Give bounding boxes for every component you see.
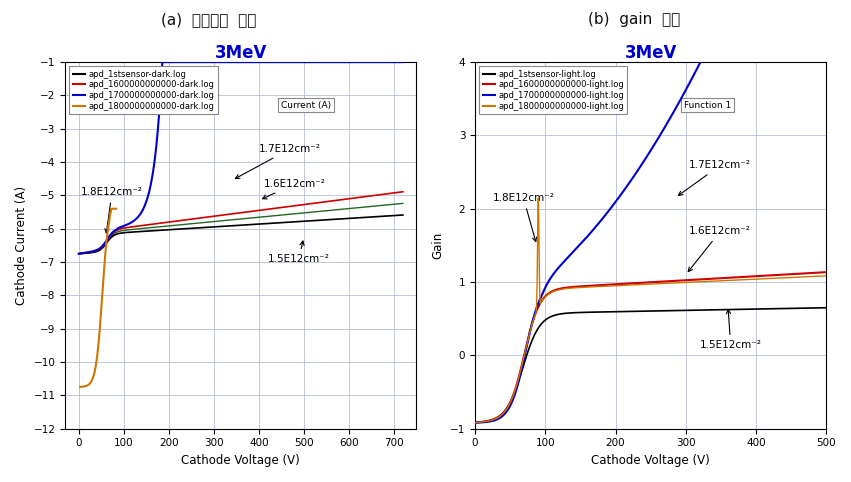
Text: Current (A): Current (A) (281, 101, 331, 109)
Text: (a)  항복전압  특성: (a) 항복전압 특성 (161, 12, 256, 27)
Title: 3MeV: 3MeV (214, 44, 267, 62)
X-axis label: Cathode Voltage (V): Cathode Voltage (V) (181, 454, 300, 467)
Text: 1.7E12cm⁻²: 1.7E12cm⁻² (678, 161, 751, 195)
Text: (b)  gain  특성: (b) gain 특성 (588, 12, 680, 27)
Text: 1.5E12cm⁻²: 1.5E12cm⁻² (268, 241, 329, 264)
X-axis label: Cathode Voltage (V): Cathode Voltage (V) (591, 454, 710, 467)
Text: 1.6E12cm⁻²: 1.6E12cm⁻² (262, 179, 325, 199)
Title: 3MeV: 3MeV (625, 44, 677, 62)
Text: 1.7E12cm⁻²: 1.7E12cm⁻² (236, 144, 321, 178)
Text: 1.8E12cm⁻²: 1.8E12cm⁻² (493, 193, 555, 241)
Legend: apd_1stsensor-dark.log, apd_1600000000000-dark.log, apd_1700000000000-dark.log, : apd_1stsensor-dark.log, apd_160000000000… (70, 66, 218, 114)
Text: 1.5E12cm⁻²: 1.5E12cm⁻² (700, 309, 762, 350)
Y-axis label: Gain: Gain (431, 232, 444, 259)
Text: 1.6E12cm⁻²: 1.6E12cm⁻² (688, 227, 751, 271)
Legend: apd_1stsensor-light.log, apd_1600000000000-light.log, apd_1700000000000-light.lo: apd_1stsensor-light.log, apd_16000000000… (479, 66, 627, 114)
Text: Function 1: Function 1 (684, 101, 731, 109)
Text: 1.8E12cm⁻²: 1.8E12cm⁻² (81, 187, 143, 233)
Y-axis label: Cathode Current (A): Cathode Current (A) (15, 186, 28, 305)
